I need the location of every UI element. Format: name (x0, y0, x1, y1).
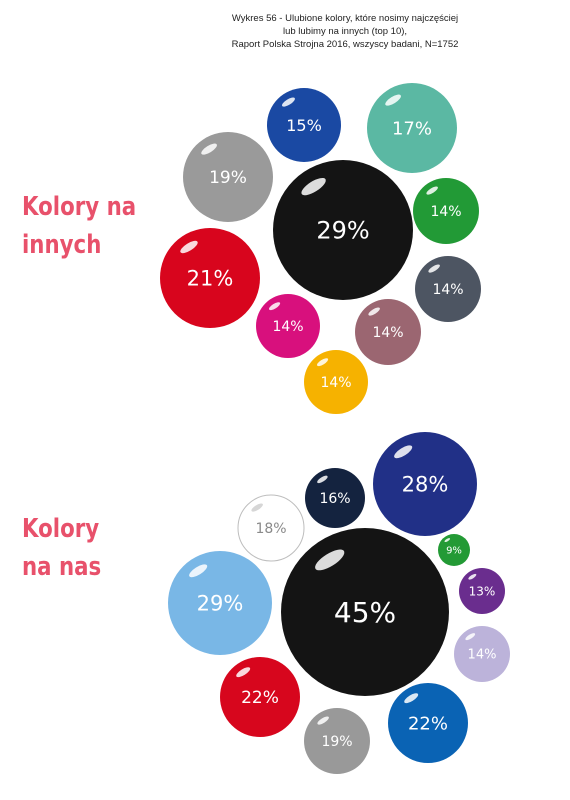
bubble-circle (256, 294, 320, 358)
bubble-highlight (368, 307, 380, 316)
bubble-value-label: 19% (321, 734, 352, 750)
bubble-circle (281, 528, 449, 696)
section-label-us: Kolory na nas (22, 510, 145, 586)
bubble-value-label: 29% (197, 592, 244, 616)
bubble: 28% (373, 432, 477, 536)
bubble-circle (367, 83, 457, 173)
section-label-us-line-1: Kolory (22, 514, 100, 544)
section-label-others-line-1: Kolory na (22, 192, 137, 222)
bubble-group-us: 45% 29% 28% 22% 22% 19% 18% 16% 14% 13% 9% (168, 432, 510, 774)
bubble-value-label: 14% (430, 204, 461, 220)
bubble: 45% (281, 528, 449, 696)
bubble-circle (459, 568, 505, 614)
bubble-value-label: 9% (446, 546, 462, 557)
bubble-circle (373, 432, 477, 536)
bubble-value-label: 14% (272, 319, 303, 335)
bubble: 15% (267, 88, 341, 162)
bubble-group-others: 29% 21% 19% 17% 15% 14% 14% 14% 14% 14% (160, 83, 481, 414)
bubble: 14% (304, 350, 368, 414)
bubble: 17% (367, 83, 457, 173)
bubble-highlight (385, 94, 401, 106)
chart-title: Wykres 56 - Ulubione kolory, które nosim… (185, 12, 505, 51)
bubble: 14% (355, 299, 421, 365)
bubble-circle (305, 468, 365, 528)
bubble-value-label: 19% (209, 168, 247, 188)
chart-title-line-2: lub lubimy na innych (top 10), (282, 26, 408, 37)
bubble-highlight (317, 475, 328, 484)
bubble-highlight (301, 177, 326, 196)
bubble-highlight (180, 240, 198, 254)
bubble: 22% (220, 657, 300, 737)
bubble-value-label: 14% (468, 648, 497, 663)
bubble-value-label: 14% (372, 325, 403, 341)
bubble-circle (267, 88, 341, 162)
bubble: 19% (304, 708, 370, 774)
bubble: 22% (388, 683, 468, 763)
section-label-others-line-2: innych (22, 230, 102, 260)
bubble-circle (388, 683, 468, 763)
bubble-circle (413, 178, 479, 244)
bubble-value-label: 29% (316, 217, 369, 245)
chart-title-line-1: Wykres 56 - Ulubione kolory, które nosim… (231, 13, 459, 24)
bubble: 14% (454, 626, 510, 682)
bubble-circle (304, 708, 370, 774)
bubble: 9% (438, 534, 470, 566)
bubble-value-label: 13% (469, 584, 496, 598)
bubble: 14% (415, 256, 481, 322)
bubble-highlight (317, 716, 329, 725)
bubble-highlight (394, 445, 413, 459)
bubble-value-label: 22% (408, 713, 448, 734)
bubble-circle (454, 626, 510, 682)
bubble-circle (220, 657, 300, 737)
bubble: 16% (305, 468, 365, 528)
bubble: 14% (413, 178, 479, 244)
bubble-highlight (282, 97, 295, 107)
bubble: 21% (160, 228, 260, 328)
bubble-circle (304, 350, 368, 414)
bubble: 29% (273, 160, 413, 300)
bubble-circle (183, 132, 273, 222)
bubble-circle (438, 534, 470, 566)
bubble-circle (273, 160, 413, 300)
bubble-highlight (428, 264, 440, 273)
bubble-highlight (189, 564, 208, 578)
bubble-value-label: 14% (432, 282, 463, 298)
bubble-highlight (315, 549, 345, 571)
bubble-highlight (201, 143, 217, 155)
bubble-highlight (404, 693, 419, 704)
bubble-value-label: 18% (255, 521, 286, 537)
bubble: 13% (459, 568, 505, 614)
bubble-value-label: 17% (392, 118, 432, 139)
section-label-us-line-2: na nas (22, 552, 102, 582)
bubble-circle (168, 551, 272, 655)
bubble: 18% (237, 494, 305, 562)
bubble-highlight (251, 503, 263, 512)
bubble: 29% (168, 551, 272, 655)
section-label-others: Kolory na innych (22, 188, 145, 264)
bubble-value-label: 45% (334, 596, 396, 629)
bubble-highlight (316, 358, 329, 367)
bubble-value-label: 21% (187, 267, 234, 291)
bubble-circle (237, 494, 305, 562)
bubble-highlight (426, 186, 438, 195)
chart-title-line-3: Raport Polska Strojna 2016, wszyscy bada… (231, 39, 459, 50)
bubble-circle (355, 299, 421, 365)
bubble: 14% (256, 294, 320, 358)
bubble-circle (160, 228, 260, 328)
bubble-value-label: 15% (286, 116, 322, 135)
bubble: 19% (183, 132, 273, 222)
bubble-highlight (465, 633, 476, 641)
bubble-circle (415, 256, 481, 322)
bubble-value-label: 28% (402, 473, 449, 497)
bubble-highlight (468, 573, 477, 580)
bubble-value-label: 16% (319, 491, 350, 507)
bubble-highlight (268, 302, 281, 311)
bubble-value-label: 14% (320, 375, 351, 391)
bubble-highlight (236, 667, 251, 678)
bubble-value-label: 22% (241, 688, 279, 708)
bubble-highlight (444, 538, 451, 543)
